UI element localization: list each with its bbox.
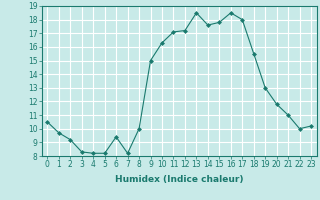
X-axis label: Humidex (Indice chaleur): Humidex (Indice chaleur) [115,175,244,184]
